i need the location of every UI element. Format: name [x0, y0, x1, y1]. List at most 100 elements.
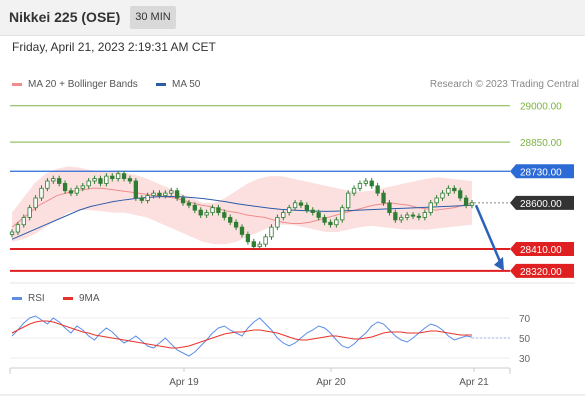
- legend-rsi: RSI: [12, 293, 45, 304]
- candle-body: [68, 190, 74, 194]
- candle-body: [334, 219, 339, 226]
- ma50-line: [11, 196, 473, 240]
- candle-body: [92, 178, 97, 182]
- candle-body: [45, 180, 50, 189]
- candle-body: [104, 175, 109, 184]
- candle-body: [157, 192, 162, 196]
- candle-body: [340, 207, 345, 221]
- candle-body: [281, 212, 286, 218]
- candle-body: [346, 192, 351, 209]
- candle-body: [74, 187, 80, 194]
- ma50-swatch: [156, 83, 166, 86]
- candle-body: [404, 214, 410, 218]
- candle-body: [57, 178, 62, 184]
- candle-body: [328, 221, 333, 226]
- candle-body: [369, 180, 374, 187]
- candle-body: [192, 204, 197, 211]
- ma20-label: MA 20 + Bollinger Bands: [28, 79, 138, 90]
- candle-body: [127, 178, 133, 182]
- candle-body: [316, 212, 321, 218]
- candle-body: [121, 173, 127, 179]
- candle-body: [9, 231, 15, 235]
- candle-body: [458, 190, 463, 199]
- level-tag-28320.00: [510, 263, 574, 278]
- candle-body: [310, 209, 315, 213]
- candle-body: [463, 197, 469, 206]
- x-tick-Apr-19: Apr 19: [169, 377, 199, 388]
- candle-body: [393, 212, 398, 221]
- ma9-label: 9MA: [79, 293, 100, 304]
- rsi-swatch: [12, 297, 22, 300]
- level-tag-28730.00: [510, 164, 574, 179]
- candle-body: [15, 224, 21, 233]
- candle-body: [39, 187, 44, 199]
- candle-body: [434, 197, 439, 204]
- level-label-28410.00: 28410.00: [520, 245, 562, 256]
- research-credit: Research © 2023 Trading Central: [429, 79, 579, 90]
- candle-body: [357, 183, 363, 189]
- candle-body: [233, 221, 239, 228]
- candle-body: [204, 212, 209, 216]
- candle-body: [351, 187, 357, 194]
- candle-body: [174, 190, 180, 199]
- legend-9ma: 9MA: [63, 293, 100, 304]
- candle-body: [33, 197, 38, 209]
- candle-body: [287, 207, 292, 213]
- legend-ma50: MA 50: [156, 79, 200, 90]
- candle-body: [222, 212, 227, 218]
- candle-body: [292, 202, 298, 209]
- level-label-28730.00: 28730.00: [520, 167, 562, 178]
- level-tag-28600.00: [510, 195, 574, 210]
- ma50-label: MA 50: [172, 79, 201, 90]
- ma20-line: [11, 187, 473, 228]
- candle-body: [139, 197, 144, 201]
- candle-body: [186, 202, 192, 206]
- candle-body: [27, 207, 32, 218]
- rsi-tick-70: 70: [519, 314, 531, 325]
- candle-body: [210, 207, 215, 213]
- candle-body: [239, 226, 245, 235]
- level-label-28320.00: 28320.00: [520, 267, 562, 278]
- candle-body: [440, 192, 445, 199]
- timeframe-button[interactable]: 30 MIN: [130, 6, 176, 29]
- candle-body: [163, 192, 168, 196]
- candle-body: [410, 214, 416, 217]
- candle-body: [322, 217, 327, 223]
- candle-body: [263, 236, 268, 245]
- candle-body: [198, 209, 203, 216]
- x-tick-Apr-21: Apr 21: [459, 377, 489, 388]
- header-bar: Nikkei 225 (OSE) 30 MIN: [0, 0, 585, 36]
- rsi-label: RSI: [28, 293, 45, 304]
- candle-body: [375, 185, 380, 194]
- level-label-28600.00: 28600.00: [520, 199, 562, 210]
- candle-body: [21, 217, 26, 226]
- candle-body: [169, 190, 174, 194]
- candle-body: [387, 202, 392, 213]
- rsi-tick-50: 50: [519, 334, 531, 345]
- projection-arrow-shaft: [474, 204, 503, 265]
- candle-body: [399, 217, 404, 221]
- legend-ma20: MA 20 + Bollinger Bands: [12, 79, 138, 90]
- candle-body: [422, 212, 427, 218]
- candle-body: [51, 178, 56, 182]
- candle-body: [228, 217, 233, 223]
- candle-body: [298, 202, 304, 206]
- candle-body: [151, 192, 156, 196]
- rsi-ma9-line: [11, 320, 472, 349]
- candle-body: [428, 202, 433, 213]
- candle-body: [180, 197, 186, 204]
- rsi-tick-30: 30: [519, 354, 531, 365]
- candle-body: [416, 215, 422, 218]
- candle-body: [304, 204, 310, 211]
- candle-body: [62, 183, 68, 192]
- ma20-swatch: [12, 83, 22, 86]
- level-label-29000.00: 29000.00: [520, 102, 562, 113]
- candle-body: [86, 180, 91, 187]
- candle-body: [269, 226, 274, 238]
- candle-body: [116, 173, 121, 179]
- projection-arrow-head: [494, 256, 504, 271]
- candle-body: [133, 180, 138, 199]
- candle-body: [98, 178, 103, 184]
- level-tag-28410.00: [510, 242, 574, 256]
